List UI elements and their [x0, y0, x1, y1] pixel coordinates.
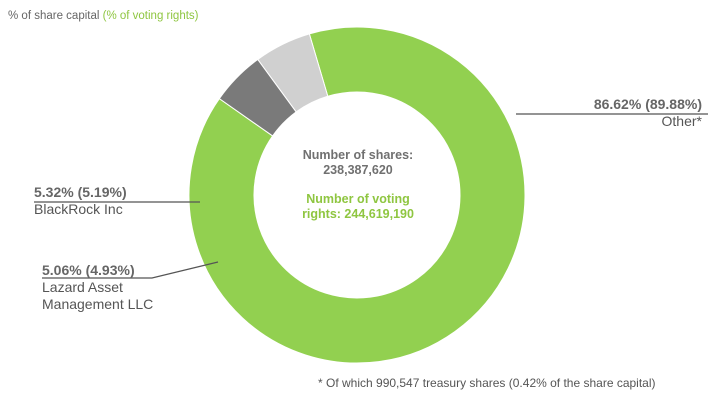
label-blackrock-voting: (5.19%) — [77, 184, 127, 200]
label-other-name: Other* — [661, 113, 702, 129]
label-other: 86.62% (89.88%) Other* — [592, 96, 702, 130]
label-blackrock-pct: 5.32% — [34, 184, 74, 200]
number-of-shares-label: Number of shares: — [302, 148, 414, 162]
legend-title-main: % of share capital — [8, 10, 100, 22]
label-lazard-voting: (4.93%) — [85, 262, 135, 278]
label-lazard-name-line1: Lazard Asset — [42, 279, 123, 295]
voting-rights-label: Number of voting — [306, 192, 410, 206]
label-other-voting: (89.88%) — [645, 96, 702, 112]
label-blackrock: 5.32% (5.19%) BlackRock Inc — [34, 184, 127, 218]
number-of-shares-value: 238,387,620 — [323, 163, 393, 177]
donut-center-summary: Number of shares: 238,387,620 Number of … — [262, 148, 454, 222]
label-lazard-pct: 5.06% — [42, 262, 82, 278]
label-blackrock-name: BlackRock Inc — [34, 201, 123, 217]
label-lazard: 5.06% (4.93%) Lazard Asset Management LL… — [42, 262, 153, 313]
label-lazard-name-line2: Management LLC — [42, 296, 154, 312]
label-other-pct: 86.62% — [593, 96, 642, 112]
legend-title-accent: (% of voting rights) — [102, 10, 199, 22]
legend-title: % of share capital (% of voting rights) — [8, 10, 199, 22]
donut-slice-lazard — [218, 58, 297, 137]
footnote: * Of which 990,547 treasury shares (0.42… — [318, 376, 656, 390]
donut-slice-other — [188, 26, 526, 364]
voting-rights-value: rights: 244,619,190 — [302, 207, 414, 221]
leader-line-lazard — [42, 261, 219, 279]
